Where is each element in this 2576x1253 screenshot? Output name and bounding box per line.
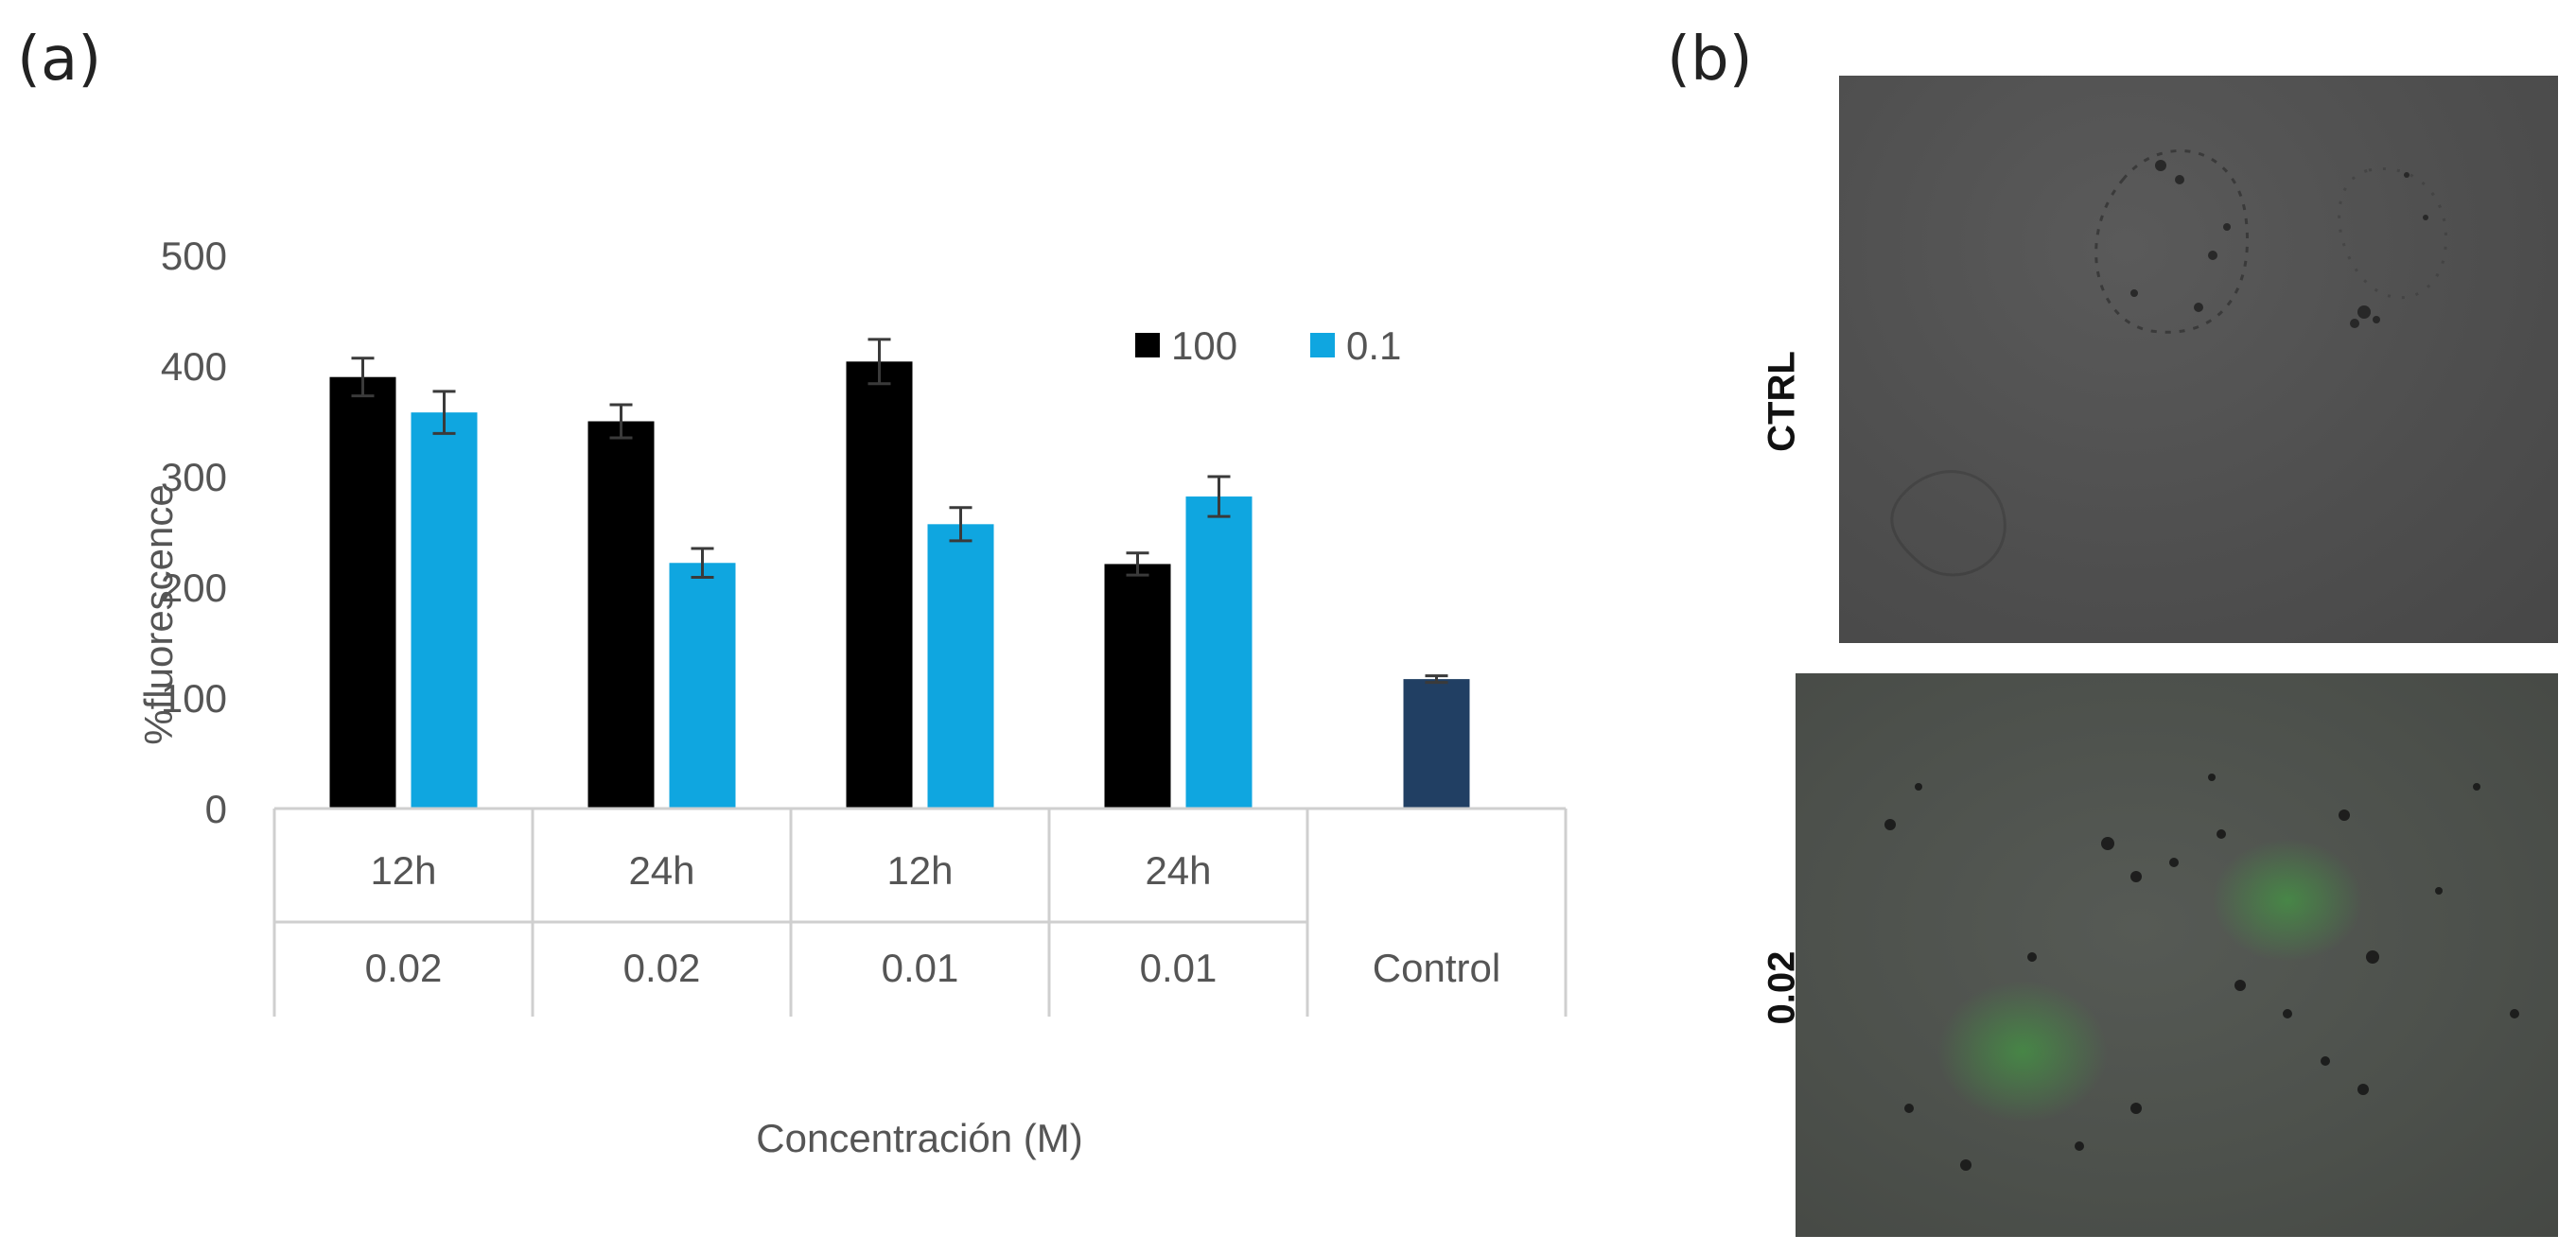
x-tick-label-time: 24h — [628, 848, 694, 893]
legend-label: 100 — [1171, 323, 1237, 368]
x-tick-label-concentration: 0.02 — [623, 946, 701, 990]
error-bars — [351, 338, 1448, 685]
bar-100-group-2 — [587, 421, 655, 809]
legend-swatch — [1310, 333, 1335, 357]
bar-control-group-5 — [1403, 679, 1470, 809]
bar-0-1-group-4 — [1185, 496, 1253, 809]
legend-label: 0.1 — [1346, 323, 1401, 368]
x-tick-label-time: 12h — [370, 848, 436, 893]
bar-100-group-1 — [329, 376, 396, 809]
x-tick-label-concentration: 0.01 — [882, 946, 959, 990]
x-tick-label-concentration: 0.02 — [365, 946, 443, 990]
x-axis-label: Concentración (M) — [756, 1116, 1082, 1160]
error-bar — [1126, 551, 1149, 577]
panel-b-label: (b) — [1667, 25, 1753, 95]
x-axis-category-table: 12h 0.02 24h 0.02 12h 0.01 24h 0.01 Control — [272, 807, 1568, 1017]
y-tick-label: 300 — [161, 455, 227, 499]
y-tick-label: 400 — [161, 344, 227, 389]
error-bar — [1207, 475, 1231, 518]
error-bar — [949, 506, 973, 543]
micrograph-label-ctrl: CTRL — [1761, 351, 1803, 452]
legend-swatch — [1135, 333, 1160, 357]
y-tick-label: 0 — [205, 787, 227, 831]
panel-a-label: (a) — [17, 25, 102, 95]
bar-0-1-group-1 — [411, 412, 478, 809]
micrograph-ctrl — [1839, 76, 2558, 643]
error-bar — [351, 357, 375, 398]
error-bar — [691, 547, 714, 579]
y-axis-ticks: 0 100 200 300 400 500 — [161, 234, 227, 831]
error-bar — [1425, 674, 1448, 685]
y-tick-label: 500 — [161, 234, 227, 278]
error-bar — [432, 390, 456, 435]
error-bar — [867, 338, 891, 386]
x-tick-label-concentration: 0.01 — [1140, 946, 1218, 990]
legend: 100 0.1 — [1135, 323, 1401, 368]
bar-0-1-group-2 — [669, 563, 736, 809]
x-tick-label-time: 24h — [1145, 848, 1211, 893]
bar-100-group-4 — [1104, 564, 1171, 809]
y-tick-label: 200 — [161, 566, 227, 610]
bar-0-1-group-3 — [927, 524, 994, 809]
micrograph-002 — [1796, 673, 2558, 1237]
error-bar — [609, 403, 633, 440]
bar-100-group-3 — [846, 361, 913, 809]
y-tick-label: 100 — [161, 676, 227, 721]
x-tick-label-time: 12h — [886, 848, 953, 893]
micrograph-label-002: 0.02 — [1761, 950, 1803, 1025]
y-axis-label: %fluorescence — [136, 484, 181, 744]
bar-chart: 0 100 200 300 400 500 12h 0.02 24h 0.02 12h 0.01 24… — [136, 234, 1568, 1160]
bars — [329, 361, 1470, 809]
x-tick-label-concentration: Control — [1373, 946, 1500, 990]
